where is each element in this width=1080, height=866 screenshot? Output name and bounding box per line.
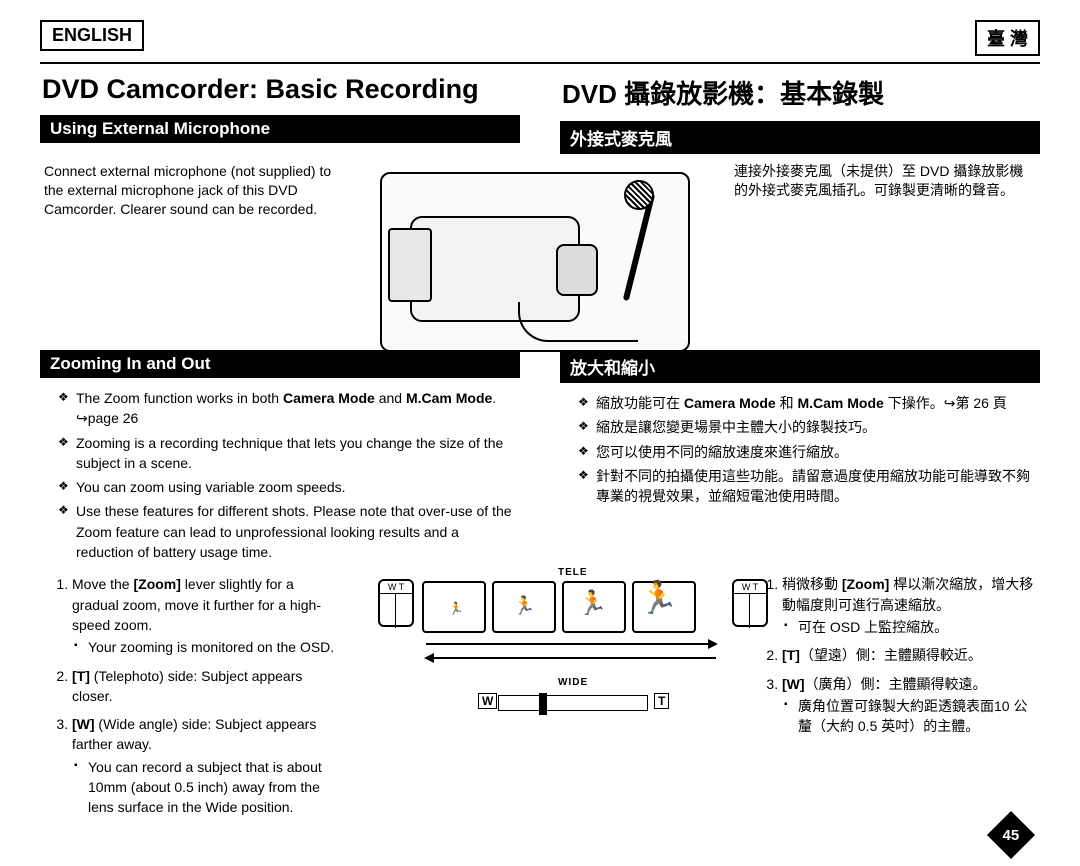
bullet-item: The Zoom function works in both Camera M…	[58, 388, 520, 429]
step-item: [W] (Wide angle) side: Subject appears f…	[72, 714, 340, 817]
arrow-right-icon	[426, 643, 716, 645]
runner-icon	[578, 588, 607, 624]
lang-english-box: ENGLISH	[40, 20, 144, 51]
section-mic-cn: 外接式麥克風	[560, 121, 1040, 154]
left-column: DVD Camcorder: Basic Recording Using Ext…	[40, 68, 520, 149]
bullet-item: Use these features for different shots. …	[58, 501, 520, 562]
zoom-bullets-cn: 縮放功能可在 Camera Mode 和 M.Cam Mode 下操作。↪第 2…	[560, 389, 1040, 514]
zoom-scale-bar	[498, 695, 648, 711]
section-zoom-cn: 放大和縮小	[560, 350, 1040, 383]
right-column: DVD 攝錄放影機：基本錄製 外接式麥克風	[560, 68, 1040, 160]
bullet-item: 縮放功能可在 Camera Mode 和 M.Cam Mode 下操作。↪第 2…	[578, 393, 1040, 413]
zoom-section-cn: 放大和縮小 縮放功能可在 Camera Mode 和 M.Cam Mode 下操…	[560, 350, 1040, 514]
runner-icon	[639, 578, 677, 626]
divider	[40, 62, 1040, 64]
step-subitem: 可在 OSD 上監控縮放。	[782, 617, 1040, 637]
zoom-panel-3	[562, 581, 626, 633]
bullet-item: 縮放是讓您變更場景中主體大小的錄製技巧。	[578, 417, 1040, 437]
zoom-steps-en: Move the [Zoom] lever slightly for a gra…	[40, 570, 340, 829]
step-sublist: 廣角位置可錄製大約距透鏡表面10 公釐（大約 0.5 英吋）的主體。	[782, 696, 1040, 737]
bullet-item: 針對不同的拍攝使用這些功能。請留意過度使用縮放功能可能導致不夠專業的視覺效果，並…	[578, 466, 1040, 507]
zoom-wt-label: W T	[380, 581, 412, 594]
zoom-wt-label-2: W T	[734, 581, 766, 594]
scale-t-label: T	[654, 693, 669, 709]
zoom-diagram: W T W T TELE WIDE W T	[378, 565, 768, 735]
zoom-section-en: Zooming In and Out The Zoom function wor…	[40, 350, 520, 570]
microphone-head-icon	[624, 180, 654, 210]
camcorder-lens-icon	[556, 244, 598, 296]
step-item: [T]（望遠）側：主體顯得較近。	[782, 645, 1040, 665]
step-sublist: Your zooming is monitored on the OSD.	[72, 637, 340, 657]
zoom-bullets-en: The Zoom function works in both Camera M…	[40, 384, 520, 570]
zoom-numbered-en: Move the [Zoom] lever slightly for a gra…	[40, 570, 340, 829]
wide-label: WIDE	[558, 677, 588, 688]
step-subitem: You can record a subject that is about 1…	[72, 757, 340, 818]
zoom-panel-4	[632, 581, 696, 633]
arrow-left-icon	[426, 657, 716, 659]
mic-paragraph-cn: 連接外接麥克風（未提供）至 DVD 攝錄放影機的外接式麥克風插孔。可錄製更清晰的…	[730, 160, 1040, 202]
step-item: Move the [Zoom] lever slightly for a gra…	[72, 574, 340, 657]
page-number: 45	[1003, 827, 1020, 844]
camcorder-mic-illustration	[380, 172, 690, 352]
bullet-item: Zooming is a recording technique that le…	[58, 433, 520, 474]
scale-w-label: W	[478, 693, 497, 709]
section-mic-en: Using External Microphone	[40, 115, 520, 143]
runner-icon	[449, 601, 463, 619]
step-sublist: 可在 OSD 上監控縮放。	[782, 617, 1040, 637]
tele-label: TELE	[558, 567, 588, 578]
title-en: DVD Camcorder: Basic Recording	[40, 68, 520, 115]
zoom-lever-right-icon: W T	[732, 579, 768, 627]
mic-text-cn: 連接外接麥克風（未提供）至 DVD 攝錄放影機的外接式麥克風插孔。可錄製更清晰的…	[730, 160, 1040, 202]
step-subitem: 廣角位置可錄製大約距透鏡表面10 公釐（大約 0.5 英吋）的主體。	[782, 696, 1040, 737]
zoom-panel-1	[422, 581, 486, 633]
manual-page: ENGLISH 臺 灣 DVD Camcorder: Basic Recordi…	[40, 20, 1040, 830]
language-row: ENGLISH 臺 灣	[40, 20, 1040, 56]
step-item: [W]（廣角）側：主體顯得較遠。廣角位置可錄製大約距透鏡表面10 公釐（大約 0…	[782, 674, 1040, 737]
zoom-numbered-cn: 稍微移動 [Zoom] 桿以漸次縮放，增大移動幅度則可進行高速縮放。可在 OSD…	[750, 570, 1040, 748]
microphone-cable-icon	[518, 302, 638, 342]
zoom-panel-2	[492, 581, 556, 633]
bullet-item: You can zoom using variable zoom speeds.	[58, 477, 520, 497]
step-subitem: Your zooming is monitored on the OSD.	[72, 637, 340, 657]
zoom-lever-left-icon: W T	[378, 579, 414, 627]
title-cn: DVD 攝錄放影機：基本錄製	[560, 68, 1040, 121]
mic-text-en: Connect external microphone (not supplie…	[40, 160, 350, 221]
camcorder-viewfinder-icon	[388, 228, 432, 302]
step-item: 稍微移動 [Zoom] 桿以漸次縮放，增大移動幅度則可進行高速縮放。可在 OSD…	[782, 574, 1040, 637]
step-item: [T] (Telephoto) side: Subject appears cl…	[72, 666, 340, 707]
section-zoom-en: Zooming In and Out	[40, 350, 520, 378]
zoom-scale-cursor-icon	[539, 693, 547, 715]
runner-icon	[513, 595, 535, 622]
lang-taiwan-box: 臺 灣	[975, 20, 1040, 56]
zoom-steps-cn: 稍微移動 [Zoom] 桿以漸次縮放，增大移動幅度則可進行高速縮放。可在 OSD…	[750, 570, 1040, 748]
bullet-item: 您可以使用不同的縮放速度來進行縮放。	[578, 442, 1040, 462]
step-sublist: You can record a subject that is about 1…	[72, 757, 340, 818]
mic-paragraph-en: Connect external microphone (not supplie…	[40, 160, 350, 221]
